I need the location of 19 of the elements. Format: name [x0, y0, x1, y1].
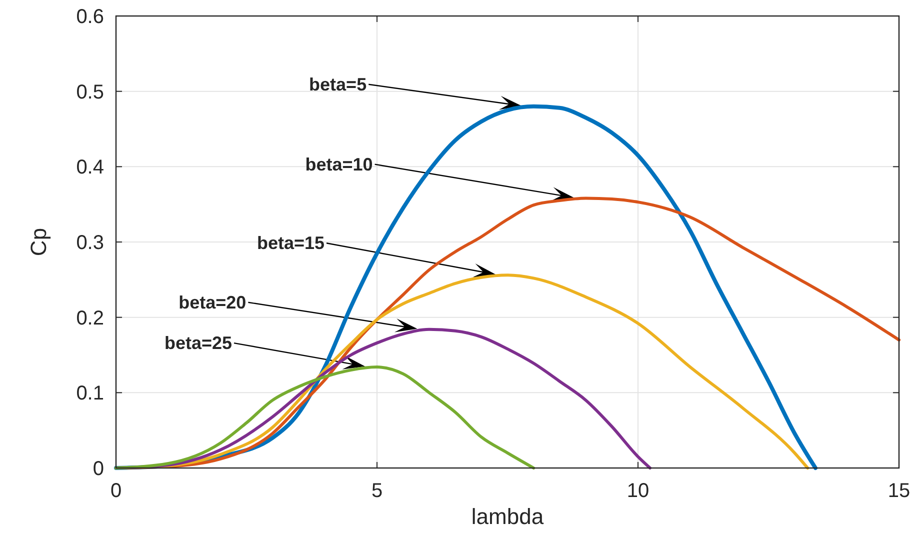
y-tick-label: 0.3 [76, 232, 104, 254]
y-tick-label: 0.4 [76, 156, 104, 179]
x-tick-label: 5 [371, 480, 383, 502]
y-tick-label: 0.1 [76, 382, 104, 405]
line-series [114, 366, 536, 470]
annotation: beta=15 [256, 233, 324, 254]
x-axis-title: lambda [471, 504, 544, 529]
y-tick-label: 0 [92, 458, 104, 480]
x-tick-label: 10 [626, 480, 650, 502]
annotation: beta=5 [309, 74, 367, 94]
annotation: beta=10 [305, 154, 373, 174]
y-axis-title: Cp [26, 228, 51, 256]
y-tick-label: 0.5 [76, 81, 104, 104]
y-tick-label: 0.2 [76, 307, 104, 330]
y-tick-label: 0.6 [76, 6, 104, 28]
x-tick-label: 0 [110, 480, 122, 502]
annotation: beta=20 [178, 292, 246, 312]
x-tick-label: 15 [888, 480, 910, 502]
annotation: beta=25 [164, 333, 232, 354]
